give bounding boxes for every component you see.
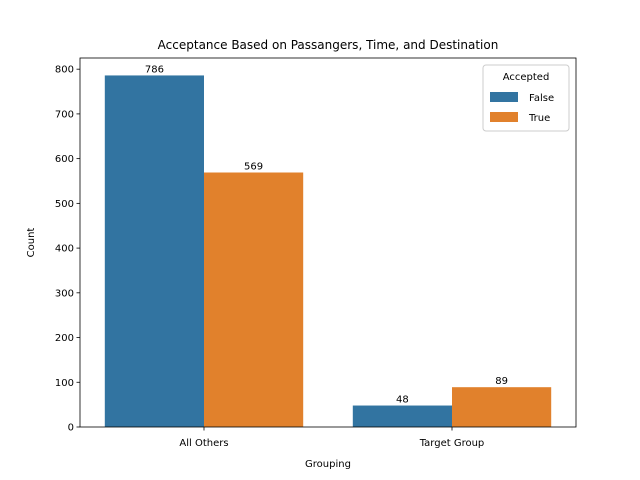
y-tick-label: 700 bbox=[55, 109, 74, 120]
legend: Accepted False True bbox=[482, 64, 570, 132]
bars-group bbox=[104, 75, 552, 427]
x-tick-label: Target Group bbox=[419, 438, 485, 449]
y-tick-label: 200 bbox=[55, 333, 74, 344]
y-tick-label: 100 bbox=[55, 378, 74, 389]
bar-false-0 bbox=[104, 75, 204, 427]
x-tick-label: All Others bbox=[179, 438, 228, 449]
x-axis: All Others Target Group bbox=[179, 427, 484, 449]
data-label-false-0: 786 bbox=[145, 64, 164, 75]
legend-label-false: False bbox=[529, 93, 554, 104]
bar-false-1 bbox=[352, 405, 452, 427]
y-tick-label: 300 bbox=[55, 288, 74, 299]
legend-swatch-true bbox=[490, 112, 518, 122]
y-axis: 0 100 200 300 400 500 600 700 800 bbox=[55, 65, 80, 434]
y-tick-label: 500 bbox=[55, 199, 74, 210]
y-tick-label: 800 bbox=[55, 65, 74, 76]
plot-frame bbox=[79, 57, 577, 428]
legend-label-true: True bbox=[528, 113, 550, 124]
y-axis-label: Count bbox=[26, 228, 37, 258]
bar-true-1 bbox=[452, 387, 552, 427]
chart-title: Acceptance Based on Passangers, Time, an… bbox=[158, 38, 499, 52]
x-axis-label: Grouping bbox=[305, 459, 351, 470]
bar-true-0 bbox=[204, 172, 304, 427]
data-label-false-1: 48 bbox=[396, 395, 409, 406]
legend-title: Accepted bbox=[503, 72, 550, 83]
y-tick-label: 0 bbox=[68, 423, 74, 434]
y-tick-label: 600 bbox=[55, 154, 74, 165]
legend-swatch-false bbox=[490, 92, 518, 102]
data-label-true-1: 89 bbox=[495, 376, 508, 387]
y-tick-label: 400 bbox=[55, 244, 74, 255]
data-labels-group: 786 48 569 89 bbox=[145, 64, 508, 405]
data-label-true-0: 569 bbox=[244, 162, 263, 173]
